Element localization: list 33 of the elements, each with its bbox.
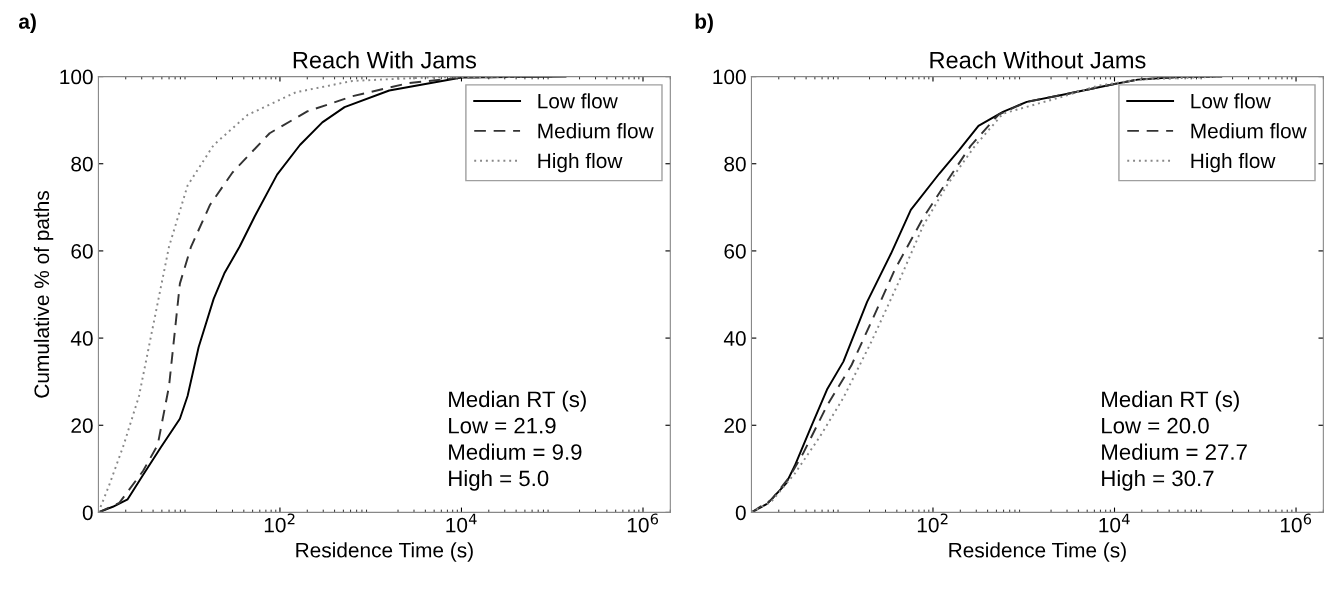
- x-tick-label: 10$^{2}$: [264, 513, 295, 533]
- chart-title: Reach Without Jams: [930, 51, 1146, 69]
- y-tick-label: 100: [60, 69, 93, 85]
- y-tick-label: 0: [82, 505, 93, 521]
- legend-label: Medium flow: [1191, 123, 1307, 139]
- y-tick-label: 20: [724, 418, 746, 434]
- y-tick-label: 80: [71, 156, 93, 172]
- y-tick-label: 60: [724, 243, 746, 259]
- y-tick-label: 80: [724, 156, 746, 172]
- annotation: Median RT (s) Low = 21.9 Medium = 9.9 High = 5.0: [449, 390, 586, 491]
- x-tick-label: 10$^{6}$: [1280, 513, 1312, 533]
- y-tick-label: 0: [735, 505, 746, 521]
- y-tick-label: 100: [713, 69, 746, 85]
- x-tick-label: 10$^{2}$: [917, 513, 948, 533]
- chart-title: Reach With Jams: [293, 51, 477, 69]
- legend-label: High flow: [538, 152, 623, 173]
- x-axis-title: Residence Time (s): [296, 542, 473, 562]
- legend-label: Low flow: [538, 93, 618, 109]
- y-axis-title: Cumulative % of paths: [33, 191, 54, 398]
- text: a): [18, 13, 36, 33]
- legend-label: Medium flow: [538, 123, 654, 139]
- x-axis-title: Residence Time (s): [949, 542, 1126, 562]
- y-tick-label: 40: [723, 331, 746, 346]
- text: b): [695, 13, 713, 33]
- legend-label: Low flow: [1191, 93, 1271, 109]
- annotation: Median RT (s) Low = 20.0 Medium = 27.7 High = 30.7: [1102, 390, 1247, 491]
- legend-label: High flow: [1191, 152, 1276, 173]
- x-tick-label: 10$^{4}$: [1099, 513, 1130, 533]
- x-tick-label: 10$^{4}$: [446, 513, 477, 533]
- y-tick-label: 20: [71, 418, 93, 434]
- x-tick-label: 10$^{6}$: [627, 513, 659, 533]
- y-tick-label: 40: [70, 331, 93, 346]
- y-tick-label: 60: [71, 243, 93, 259]
